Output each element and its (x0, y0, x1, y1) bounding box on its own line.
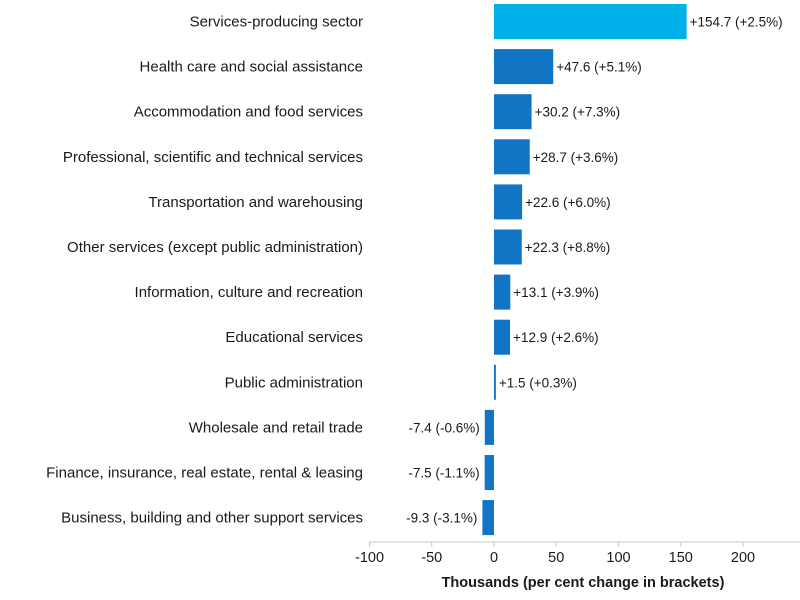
value-label-accommodation-and-food-services: +30.2 (+7.3%) (535, 105, 621, 120)
x-tick-label: 150 (669, 550, 693, 566)
bar-health-care-and-social-assistance (494, 49, 554, 85)
bar-business-building-and-other-support-services (482, 500, 494, 536)
bar-professional-scientific-and-technical-services (494, 139, 530, 175)
value-label-business-building-and-other-support-services: -9.3 (-3.1%) (406, 511, 477, 526)
bars-group (482, 4, 687, 536)
value-label-educational-services: +12.9 (+2.6%) (513, 330, 599, 345)
x-tick-label: -50 (421, 550, 442, 566)
x-tick-label: 200 (731, 550, 755, 566)
category-label-public-administration: Public administration (225, 374, 363, 391)
category-label-transportation-and-warehousing: Transportation and warehousing (148, 194, 363, 211)
category-label-professional-scientific-and-technical-services: Professional, scientific and technical s… (63, 149, 363, 166)
bar-accommodation-and-food-services (494, 94, 532, 130)
x-tick-label: -100 (355, 550, 384, 566)
x-tick-label: 0 (490, 550, 498, 566)
category-label-wholesale-and-retail-trade: Wholesale and retail trade (189, 419, 363, 436)
category-label-other-services-except-public-administration: Other services (except public administra… (67, 239, 363, 256)
category-label-educational-services: Educational services (225, 329, 363, 346)
bar-public-administration (494, 364, 496, 400)
bar-information-culture-and-recreation (494, 274, 511, 310)
x-axis-title: Thousands (per cent change in brackets) (442, 575, 725, 591)
bar-services-producing-sector (494, 4, 687, 39)
category-label-services-producing-sector: Services-producing sector (190, 14, 363, 31)
bar-finance-insurance-real-estate-rental-leasing (484, 455, 494, 490)
category-label-information-culture-and-recreation: Information, culture and recreation (135, 284, 363, 301)
bar-other-services-except-public-administration (494, 229, 522, 265)
category-label-business-building-and-other-support-services: Business, building and other support ser… (61, 510, 363, 527)
bar-transportation-and-warehousing (494, 184, 523, 220)
value-label-information-culture-and-recreation: +13.1 (+3.9%) (513, 285, 599, 300)
category-label-finance-insurance-real-estate-rental-leasing: Finance, insurance, real estate, rental … (46, 465, 363, 482)
bar-wholesale-and-retail-trade (484, 409, 494, 445)
value-labels-group: +154.7 (+2.5%) +47.6 (+5.1%) +30.2 (+7.3%)… (406, 15, 783, 526)
value-label-health-care-and-social-assistance: +47.6 (+5.1%) (556, 60, 642, 75)
value-label-wholesale-and-retail-trade: -7.4 (-0.6%) (409, 420, 480, 435)
value-label-finance-insurance-real-estate-rental-leasing: -7.5 (-1.1%) (408, 466, 479, 481)
value-label-transportation-and-warehousing: +22.6 (+6.0%) (525, 195, 611, 210)
category-label-accommodation-and-food-services: Accommodation and food services (134, 104, 363, 121)
category-labels-group: Services-producing sector Health care and… (46, 14, 363, 527)
value-label-services-producing-sector: +154.7 (+2.5%) (690, 15, 783, 30)
x-tick-label: 100 (606, 550, 630, 566)
x-ticks-group: -100 -50 0 50 100 150 200 (355, 542, 755, 566)
value-label-public-administration: +1.5 (+0.3%) (499, 375, 577, 390)
bar-educational-services (494, 319, 511, 355)
category-label-health-care-and-social-assistance: Health care and social assistance (140, 59, 363, 76)
value-label-professional-scientific-and-technical-services: +28.7 (+3.6%) (533, 150, 619, 165)
value-label-other-services-except-public-administration: +22.3 (+8.8%) (525, 240, 611, 255)
x-tick-label: 50 (548, 550, 564, 566)
